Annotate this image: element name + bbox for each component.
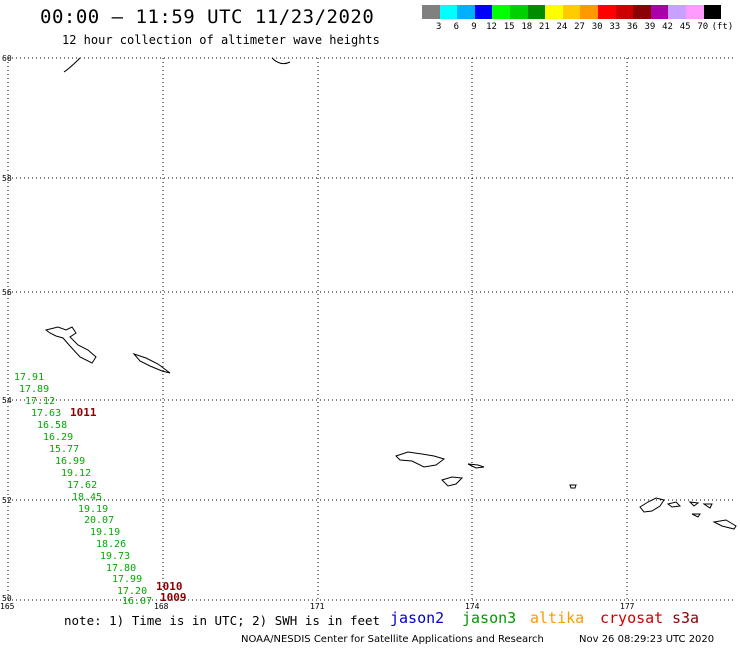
swh-observation: 16.29	[43, 432, 74, 443]
lat-tick-label: 60	[2, 54, 12, 63]
legend-label: 45	[679, 22, 691, 32]
legend-swatch	[492, 5, 510, 19]
legend-swatch	[580, 5, 598, 19]
legend-swatch	[422, 5, 440, 19]
lon-tick-label: 171	[310, 602, 325, 611]
legend-label: 3	[436, 22, 442, 32]
legend-swatch	[474, 5, 493, 19]
legend-label: 33	[609, 22, 621, 32]
legend-label: 6	[453, 22, 460, 32]
satellite-label-jason3: jason3	[462, 609, 517, 627]
swh-observation: 16.07	[122, 596, 153, 607]
bering-island	[44, 326, 97, 364]
swh-observation: 17.99	[112, 574, 143, 585]
rat-islands	[441, 476, 464, 487]
legend-swatch	[439, 5, 458, 19]
legend-swatch	[633, 5, 651, 19]
pressure-value: 1010	[156, 580, 183, 593]
swh-observation: 17.80	[106, 563, 137, 574]
atka-island	[712, 519, 737, 530]
andreanof-2	[666, 501, 682, 508]
graticule	[7, 57, 736, 601]
swh-observation: 19.12	[61, 468, 92, 479]
credit-timestamp: Nov 26 08:29:23 UTC 2020	[579, 634, 715, 645]
swh-observation: 16.99	[55, 456, 86, 467]
medny-island	[132, 352, 171, 374]
swh-observation: 19.19	[78, 504, 109, 515]
legend-label: 36	[626, 22, 638, 32]
legend-label: 70	[697, 22, 709, 32]
legend-label: 42	[662, 22, 673, 32]
lat-tick-label: 58	[2, 174, 12, 183]
satellite-label-s3a: s3a	[672, 609, 700, 627]
legend-label: 12	[486, 22, 497, 32]
andreanof-3	[688, 501, 700, 507]
swh-observation: 17.62	[67, 480, 98, 491]
lat-tick-label: 54	[2, 396, 12, 405]
swh-observation: 17.91	[14, 372, 45, 383]
satellite-label-cryosat: cryosat	[600, 609, 664, 627]
swh-observation: 15.77	[49, 444, 80, 455]
legend-swatch	[650, 5, 669, 19]
andreanof-1	[639, 497, 665, 513]
swh-observation: 17.20	[117, 586, 148, 597]
satellite-label-jason2: jason2	[390, 609, 445, 627]
legend-swatch	[686, 5, 704, 19]
satellite-label-altika: altika	[530, 609, 585, 627]
legend-swatch	[510, 5, 528, 19]
footer-note: note: 1) Time is in UTC; 2) SWH is in fe…	[64, 613, 381, 628]
coastlines	[44, 57, 737, 530]
pressure-value: 1009	[160, 591, 187, 604]
legend-label: 15	[503, 22, 515, 32]
legend-swatch	[598, 5, 616, 19]
legend-swatch	[527, 5, 546, 19]
swh-observation: 16.58	[37, 420, 68, 431]
swh-observation: 20.07	[84, 515, 115, 526]
legend-label: (ft)	[711, 22, 734, 32]
swh-observation: 19.73	[100, 551, 131, 562]
near-islands-attu	[395, 451, 446, 468]
lon-tick-label: 174	[465, 602, 480, 611]
andreanof-4	[702, 503, 713, 509]
legend-swatch	[545, 5, 563, 19]
near-islands-small	[467, 463, 485, 469]
swh-observation: 18.45	[72, 492, 103, 503]
lat-tick-label: 52	[2, 496, 12, 505]
legend-swatch	[615, 5, 634, 19]
andreanof-5	[691, 513, 701, 518]
coast-north-fragment	[271, 57, 291, 65]
legend-label: 9	[471, 22, 477, 32]
legend-label: 30	[591, 22, 603, 32]
swh-observation: 17.89	[19, 384, 50, 395]
coast-kamchatka-fragment	[63, 57, 81, 73]
swh-observation: 17.12	[25, 396, 56, 407]
legend-swatch	[668, 5, 686, 19]
swh-observation: 17.63	[31, 408, 62, 419]
islet-a	[569, 484, 577, 489]
legend-label: 21	[538, 22, 550, 32]
pressure-value: 1011	[70, 406, 97, 419]
swh-observation: 19.19	[90, 527, 121, 538]
lat-tick-label: 56	[2, 288, 12, 297]
map-subtitle: 12 hour collection of altimeter wave hei…	[62, 33, 380, 47]
legend-label: 27	[574, 22, 585, 32]
lat-tick-label: 50	[2, 594, 12, 603]
swh-observation: 18.26	[96, 539, 127, 550]
lon-tick-label: 168	[154, 602, 169, 611]
lon-tick-label: 165	[0, 602, 15, 611]
legend-swatch	[703, 5, 722, 19]
legend-swatch	[457, 5, 475, 19]
legend-label: 18	[521, 22, 533, 32]
legend-label: 24	[556, 22, 568, 32]
lon-tick-label: 177	[620, 602, 635, 611]
legend-swatch	[562, 5, 581, 19]
map-title: 00:00 – 11:59 UTC 11/23/2020	[40, 6, 375, 28]
credit-line: NOAA/NESDIS Center for Satellite Applica…	[241, 634, 544, 645]
legend-label: 39	[644, 22, 656, 32]
